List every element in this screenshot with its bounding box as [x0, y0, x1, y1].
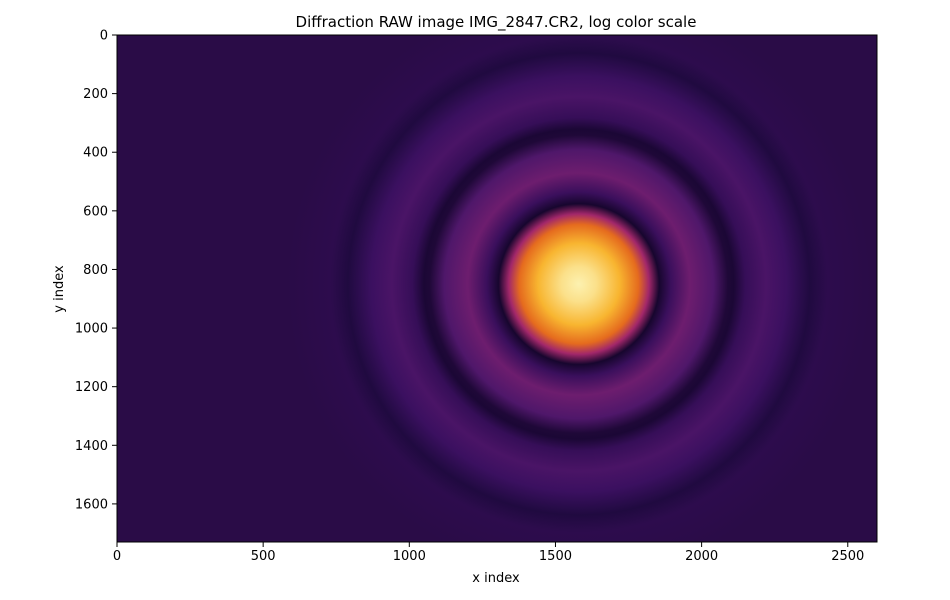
y-tick-label: 200 — [83, 87, 108, 102]
x-tick-label: 2000 — [685, 549, 718, 564]
y-tick-label: 1600 — [75, 497, 108, 512]
plot-area — [117, 35, 877, 542]
x-tick-label: 0 — [113, 549, 121, 564]
x-tick-label: 2500 — [831, 549, 864, 564]
y-tick-label: 0 — [100, 29, 108, 44]
axes-frame — [116, 34, 878, 543]
y-tick-label: 600 — [83, 204, 108, 219]
x-tick-label: 500 — [251, 549, 276, 564]
x-tick-label: 1500 — [539, 549, 572, 564]
y-tick-label: 800 — [83, 263, 108, 278]
diffraction-image — [117, 35, 877, 542]
y-tick-label: 1000 — [75, 322, 108, 337]
x-axis: 0 500 1000 1500 2000 2500 — [113, 542, 864, 564]
y-axis-label: y index — [52, 265, 67, 313]
x-tick-label: 1000 — [393, 549, 426, 564]
chart-title: Diffraction RAW image IMG_2847.CR2, log … — [296, 13, 697, 32]
y-axis: 0 200 400 600 800 1000 1200 1400 1600 — [75, 29, 117, 512]
y-tick-label: 400 — [83, 146, 108, 161]
x-axis-label: x index — [472, 571, 520, 586]
y-tick-label: 1400 — [75, 439, 108, 454]
y-tick-label: 1200 — [75, 380, 108, 395]
